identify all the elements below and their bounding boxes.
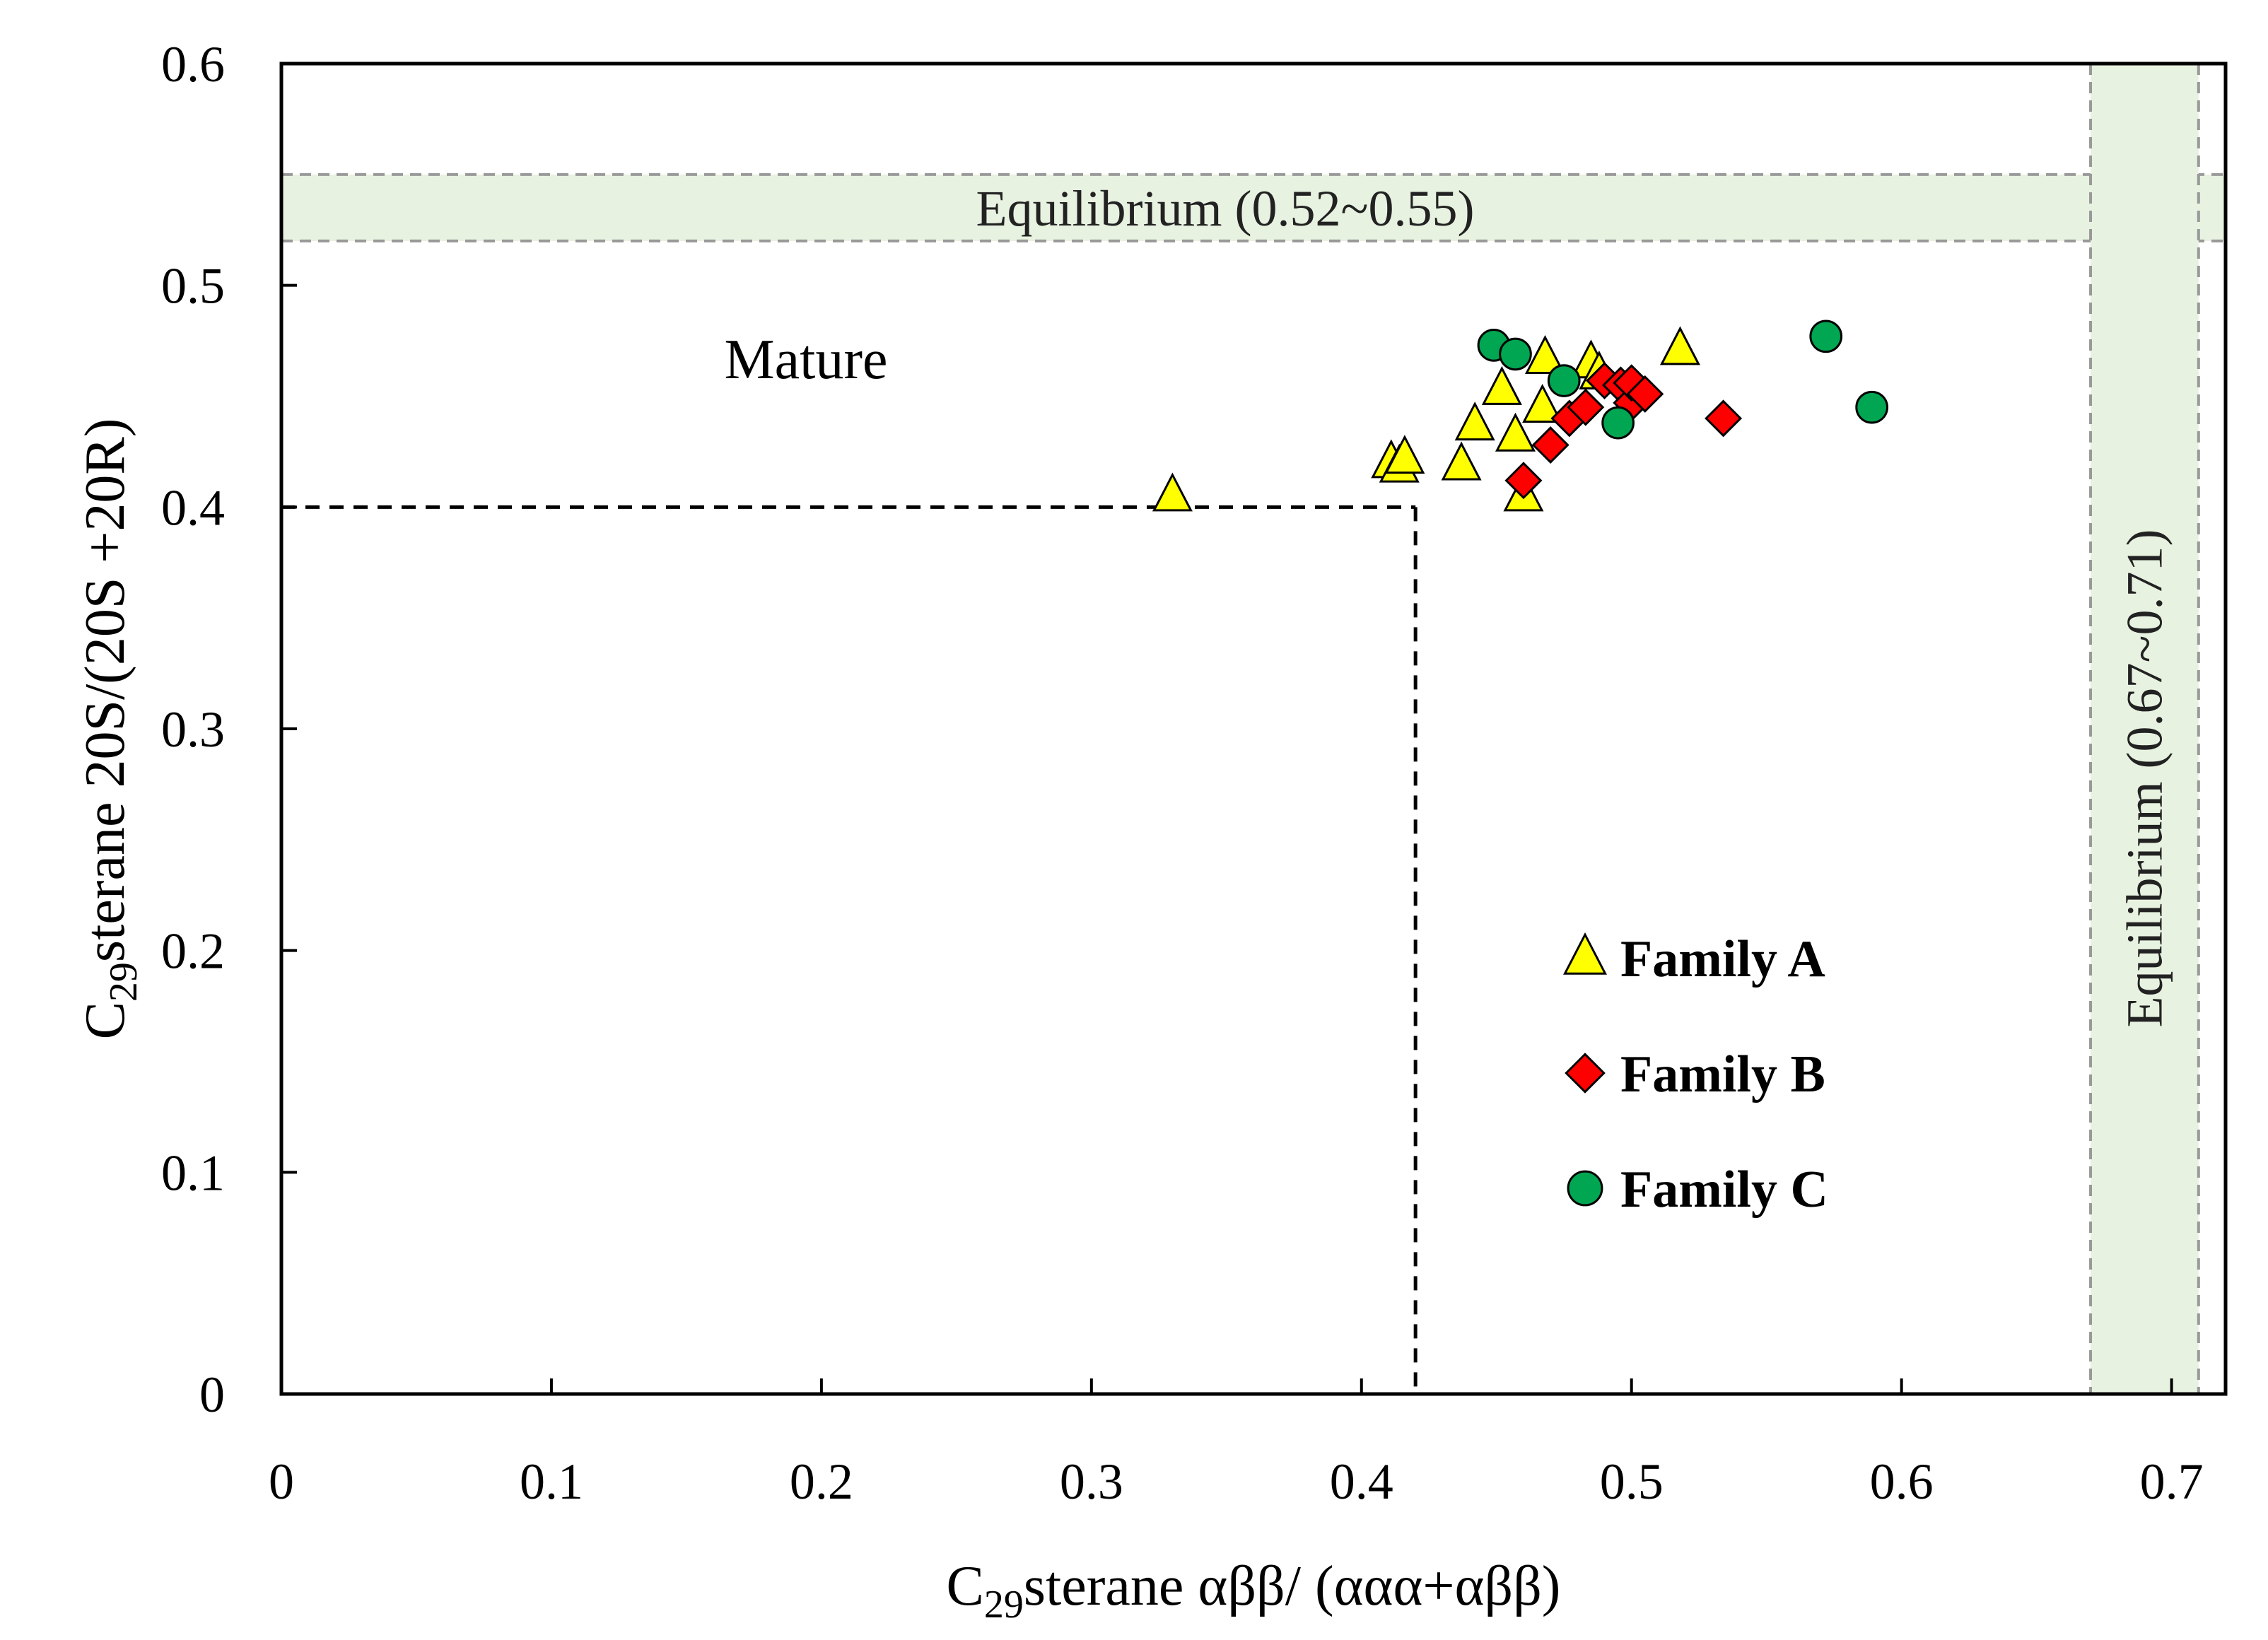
legend-family-c-label: Family C bbox=[1620, 1161, 1828, 1219]
y-axis-title-rest: sterane 20S/(20S +20R) bbox=[74, 418, 136, 963]
family-c-point bbox=[1855, 390, 1888, 424]
y-axis-title: C29sterane 20S/(20S +20R) bbox=[74, 418, 146, 1040]
legend-family-b-marker bbox=[1565, 1053, 1606, 1094]
x-tick-label: 0.6 bbox=[1870, 1453, 1934, 1510]
family-a-point bbox=[1659, 326, 1700, 365]
x-tick-label: 0.7 bbox=[2140, 1453, 2204, 1510]
legend: Family A Family B Family C bbox=[1563, 930, 1828, 1219]
x-tick-label: 0.4 bbox=[1330, 1453, 1393, 1510]
family-a-point bbox=[1522, 383, 1563, 423]
family-b-point bbox=[1705, 399, 1743, 438]
y-tick-label: 0.2 bbox=[161, 923, 225, 980]
family-a-point bbox=[1454, 402, 1495, 441]
family-c-point bbox=[1499, 337, 1532, 371]
x-tick-label: 0.3 bbox=[1060, 1453, 1123, 1510]
mature-region-label: Mature bbox=[724, 329, 887, 391]
family-b-point bbox=[1504, 462, 1543, 500]
family-a-point bbox=[1384, 435, 1425, 474]
maturity-threshold-lines bbox=[281, 505, 1418, 1394]
x-tick-label: 0.1 bbox=[520, 1453, 583, 1510]
family-c-point bbox=[1601, 406, 1635, 440]
family-c-point bbox=[1809, 320, 1843, 353]
y-axis-ticks: 0 0.1 0.2 0.3 0.4 0.5 0.6 bbox=[161, 36, 297, 1423]
legend-family-b-label: Family B bbox=[1620, 1046, 1825, 1103]
y-tick-label: 0.4 bbox=[161, 479, 225, 536]
family-a-point bbox=[1481, 365, 1522, 405]
y-tick-label: 0.3 bbox=[161, 701, 225, 758]
x-tick-label: 0 bbox=[269, 1453, 294, 1510]
legend-family-a-label: Family A bbox=[1620, 930, 1825, 988]
family-b-point bbox=[1567, 388, 1605, 426]
x-axis-title-rest: sterane αββ/ (ααα+αββ) bbox=[1024, 1555, 1561, 1617]
family-b-point bbox=[1531, 426, 1570, 464]
x-axis-title-subscript: 29 bbox=[984, 1583, 1024, 1627]
legend-family-a-marker bbox=[1563, 932, 1607, 975]
x-tick-label: 0.2 bbox=[790, 1453, 853, 1510]
vertical-equilibrium-label: Equilibrium (0.67~0.71) bbox=[2116, 529, 2173, 1028]
family-b-point bbox=[1626, 375, 1664, 413]
horizontal-equilibrium-band bbox=[281, 174, 2226, 241]
y-tick-label: 0.1 bbox=[161, 1144, 225, 1201]
family-a-point bbox=[1524, 334, 1566, 374]
x-axis-ticks: 0 0.1 0.2 0.3 0.4 0.5 0.6 0.7 bbox=[269, 1378, 2204, 1510]
x-tick-label: 0.5 bbox=[1600, 1453, 1664, 1510]
x-axis-title: C29sterane αββ/ (ααα+αββ) bbox=[947, 1555, 1561, 1627]
vertical-equilibrium-band bbox=[2091, 64, 2199, 1394]
y-tick-label: 0.6 bbox=[161, 36, 225, 93]
family-b-point bbox=[1613, 364, 1651, 402]
horizontal-equilibrium-label: Equilibrium (0.52~0.55) bbox=[976, 180, 1475, 237]
y-tick-label: 0.5 bbox=[161, 258, 225, 315]
family-a-point bbox=[1441, 441, 1482, 481]
data-points bbox=[1152, 320, 1888, 512]
family-a-point bbox=[1152, 472, 1193, 512]
family-a-point bbox=[1495, 412, 1536, 452]
equilibrium-bands bbox=[281, 64, 2226, 1394]
x-axis-title-main: C bbox=[947, 1555, 984, 1617]
family-c-point bbox=[1547, 364, 1581, 397]
y-tick-label: 0 bbox=[199, 1366, 225, 1423]
legend-family-c-marker bbox=[1567, 1170, 1603, 1207]
y-axis-title-subscript: 29 bbox=[102, 962, 146, 1002]
y-axis-title-main: C bbox=[74, 1002, 136, 1039]
